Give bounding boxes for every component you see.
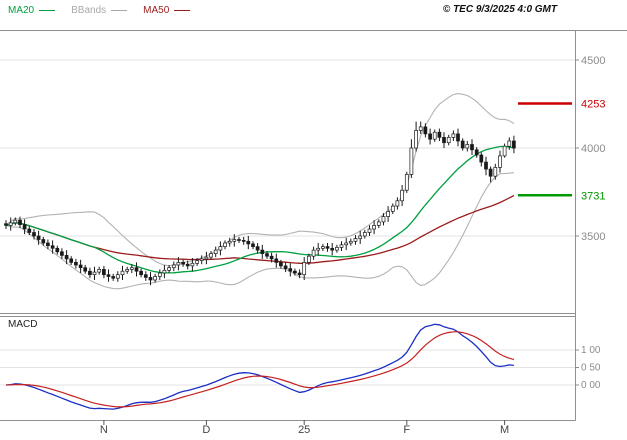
svg-text:0 50: 0 50 (581, 363, 601, 374)
candles (4, 121, 516, 286)
legend-bbands-label: BBands (71, 5, 107, 16)
bollinger-bands (5, 93, 515, 290)
svg-text:4253: 4253 (581, 99, 605, 111)
svg-text:MACD: MACD (8, 319, 37, 330)
legend-bbands-line-swatch (111, 10, 128, 11)
svg-text:4500: 4500 (581, 55, 605, 67)
legend-item-ma50: MA50 (143, 5, 191, 16)
ma20-line (5, 145, 515, 274)
legend-ma50-label: MA50 (143, 5, 170, 16)
legend-ma20-label: MA20 (8, 5, 35, 16)
svg-text:0 00: 0 00 (581, 380, 601, 391)
legend-ma50-line-swatch (174, 10, 191, 11)
legend-item-ma20: MA20 (8, 5, 56, 16)
price-levels: 4253 3731 (518, 99, 605, 202)
chart-frame (0, 30, 627, 421)
svg-text:3731: 3731 (581, 190, 605, 202)
svg-text:N: N (100, 424, 108, 436)
legend-item-bbands: BBands (71, 5, 128, 16)
macd-panel (5, 323, 515, 410)
svg-text:4000: 4000 (581, 143, 605, 155)
legend-ma20-line-swatch (39, 10, 56, 11)
legend: MA20 BBands MA50 (8, 5, 191, 16)
gridlines (0, 59, 575, 386)
svg-text:M: M (500, 424, 509, 436)
copyright-text: © TEC 9/3/2025 4:0 GMT (442, 4, 557, 15)
svg-text:D: D (202, 424, 210, 436)
svg-text:25: 25 (298, 424, 310, 436)
svg-text:1 00: 1 00 (581, 345, 601, 356)
svg-text:F: F (403, 424, 410, 436)
axis-labels: 4500 4000 3500 1 00 0 50 0 00 N D 25 F M MACD (8, 55, 605, 436)
svg-text:3500: 3500 (581, 231, 605, 243)
